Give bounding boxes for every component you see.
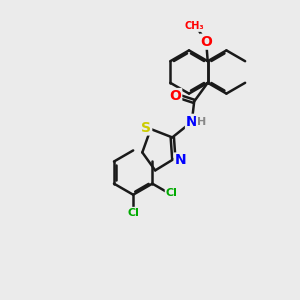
Text: H: H xyxy=(197,117,206,127)
Text: O: O xyxy=(169,89,181,103)
Text: S: S xyxy=(141,121,151,134)
Text: N: N xyxy=(186,115,198,129)
Text: O: O xyxy=(200,35,212,49)
Text: N: N xyxy=(175,154,186,167)
Text: Cl: Cl xyxy=(127,208,139,218)
Text: Cl: Cl xyxy=(166,188,178,198)
Text: CH₃: CH₃ xyxy=(185,21,205,31)
